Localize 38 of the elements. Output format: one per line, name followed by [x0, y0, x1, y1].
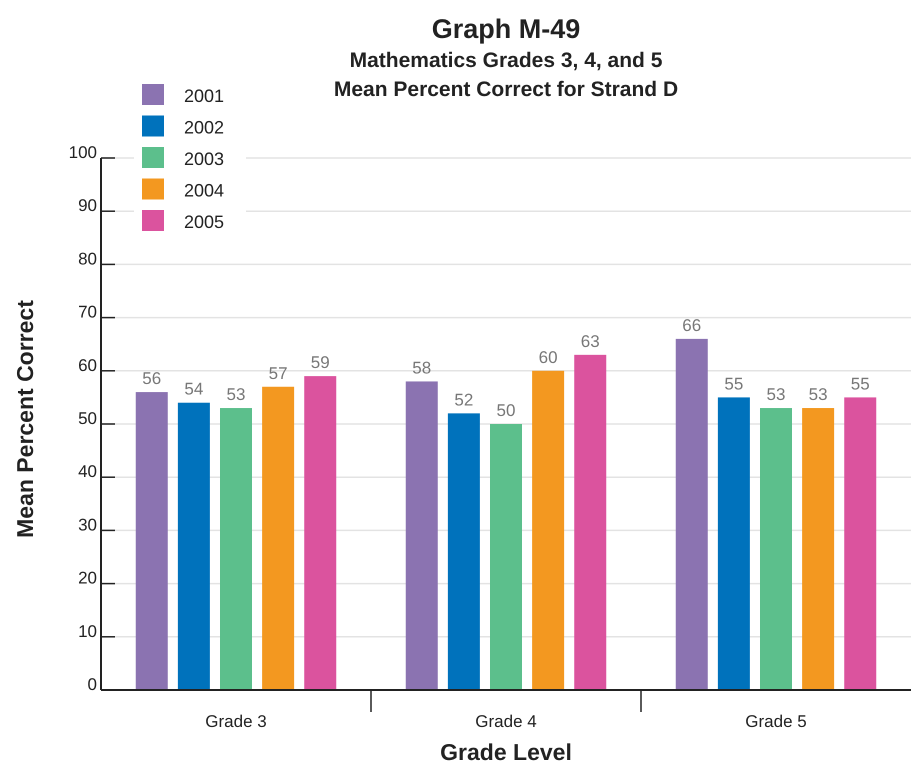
data-label: 66 [682, 316, 702, 335]
x-tick-label: Grade 5 [745, 712, 807, 731]
data-label: 53 [766, 385, 786, 404]
legend-label: 2002 [184, 118, 224, 138]
x-axis-title: Grade Level [440, 739, 572, 765]
data-label: 63 [580, 332, 600, 351]
y-tick-label: 40 [78, 462, 97, 482]
y-tick-label: 0 [88, 675, 97, 694]
data-label: 59 [310, 353, 330, 372]
data-label: 54 [184, 380, 204, 399]
data-label: 50 [496, 401, 516, 420]
data-label: 55 [850, 374, 870, 394]
y-tick-label: 80 [78, 249, 97, 268]
data-label: 55 [724, 374, 744, 394]
data-label: 57 [268, 364, 288, 383]
y-tick-label: 50 [78, 409, 97, 428]
y-axis-title: Mean Percent Correct [12, 300, 38, 538]
y-tick-label: 60 [78, 356, 97, 375]
y-tick-label: 90 [78, 196, 97, 216]
x-tick-label: Grade 3 [205, 712, 267, 731]
data-label: 60 [538, 348, 558, 367]
y-tick-label: 20 [78, 568, 97, 588]
legend-label: 2005 [184, 212, 224, 232]
data-label: 56 [142, 369, 162, 388]
y-tick-label: 10 [78, 622, 97, 641]
legend-label: 2001 [184, 86, 224, 106]
y-tick-label: 30 [78, 515, 97, 534]
data-label: 52 [454, 390, 474, 410]
chart-title: Graph M-49 [432, 14, 580, 44]
y-tick-label: 70 [78, 302, 97, 322]
data-label: 53 [226, 385, 246, 404]
data-label: 53 [808, 385, 828, 404]
chart-subtitle: Mathematics Grades 3, 4, and 5 Mean Percent Correct for Strand D [334, 49, 678, 101]
legend-label: 2003 [184, 149, 224, 169]
y-tick-label: 100 [68, 143, 97, 162]
data-label: 58 [412, 358, 432, 378]
legend-label: 2004 [184, 180, 224, 200]
x-tick-label: Grade 4 [475, 712, 537, 731]
